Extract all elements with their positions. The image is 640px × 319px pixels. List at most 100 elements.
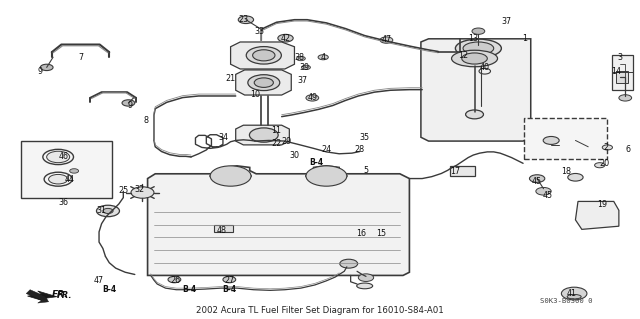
Text: 9: 9	[127, 101, 132, 110]
Text: 48: 48	[217, 226, 227, 234]
Polygon shape	[230, 42, 294, 69]
Text: 30: 30	[289, 151, 300, 160]
Polygon shape	[236, 125, 289, 145]
Text: 5: 5	[364, 167, 369, 175]
Circle shape	[619, 95, 632, 101]
Text: 6: 6	[625, 145, 630, 154]
Text: 18: 18	[561, 167, 572, 176]
Text: 47: 47	[94, 276, 104, 285]
Ellipse shape	[253, 50, 275, 61]
Circle shape	[70, 169, 79, 173]
Text: 39: 39	[300, 63, 310, 72]
Text: 25: 25	[118, 186, 129, 195]
Text: 26: 26	[171, 276, 180, 285]
Circle shape	[238, 16, 253, 24]
Text: 35: 35	[360, 133, 370, 142]
Text: 14: 14	[611, 67, 621, 76]
Polygon shape	[28, 291, 57, 302]
Bar	[616, 70, 628, 83]
Text: 45: 45	[542, 190, 552, 200]
Ellipse shape	[463, 42, 493, 55]
Circle shape	[103, 208, 113, 213]
Text: FR.: FR.	[52, 290, 68, 299]
Ellipse shape	[254, 78, 273, 87]
Ellipse shape	[466, 110, 483, 119]
Circle shape	[306, 95, 319, 101]
Circle shape	[380, 37, 393, 43]
Text: 42: 42	[280, 34, 291, 43]
Text: 9: 9	[38, 67, 43, 76]
Text: 19: 19	[597, 200, 607, 209]
Ellipse shape	[456, 39, 501, 57]
Text: B-4: B-4	[222, 285, 236, 293]
Text: 10: 10	[250, 90, 260, 99]
Text: 13: 13	[468, 34, 478, 43]
Text: 2002 Acura TL Fuel Filter Set Diagram for 16010-S84-A01: 2002 Acura TL Fuel Filter Set Diagram fo…	[196, 306, 444, 315]
Text: 41: 41	[566, 289, 577, 298]
Ellipse shape	[246, 47, 282, 64]
Text: 29: 29	[282, 137, 292, 145]
Polygon shape	[26, 290, 49, 303]
Text: 40: 40	[480, 63, 490, 72]
Text: 12: 12	[458, 51, 468, 60]
Text: 44: 44	[65, 175, 75, 184]
Circle shape	[168, 276, 180, 283]
Text: 15: 15	[376, 229, 387, 238]
Circle shape	[301, 65, 310, 70]
Text: 11: 11	[271, 126, 282, 135]
Text: 27: 27	[224, 276, 234, 285]
Circle shape	[536, 188, 551, 195]
Text: 45: 45	[532, 177, 542, 186]
Text: 24: 24	[321, 145, 332, 154]
Circle shape	[318, 55, 328, 60]
Ellipse shape	[452, 50, 497, 67]
Text: 8: 8	[144, 116, 148, 125]
Text: 47: 47	[381, 35, 392, 44]
Ellipse shape	[356, 283, 372, 289]
Text: S0K3-B0300 0: S0K3-B0300 0	[540, 298, 592, 303]
Text: 37: 37	[501, 17, 511, 26]
Bar	[451, 166, 474, 176]
Bar	[524, 118, 607, 159]
Ellipse shape	[210, 173, 252, 180]
Circle shape	[358, 274, 374, 281]
Text: 32: 32	[135, 185, 145, 194]
Circle shape	[122, 100, 135, 106]
Text: B-4: B-4	[102, 285, 116, 293]
Text: B-4: B-4	[309, 158, 323, 167]
Ellipse shape	[248, 75, 280, 91]
Polygon shape	[148, 166, 410, 275]
Text: 4: 4	[321, 53, 326, 62]
Circle shape	[561, 287, 587, 300]
Circle shape	[40, 64, 53, 70]
Text: 2: 2	[604, 143, 609, 152]
Circle shape	[529, 175, 545, 182]
Text: 22: 22	[271, 139, 282, 148]
Polygon shape	[575, 201, 619, 229]
Bar	[21, 141, 112, 197]
Text: 23: 23	[238, 15, 248, 24]
Text: 28: 28	[355, 145, 365, 154]
Ellipse shape	[595, 163, 605, 168]
Circle shape	[210, 166, 251, 186]
Ellipse shape	[49, 174, 68, 184]
Ellipse shape	[462, 53, 487, 64]
Ellipse shape	[602, 145, 612, 150]
Circle shape	[472, 28, 484, 34]
Text: 37: 37	[297, 76, 307, 85]
Text: 17: 17	[451, 167, 460, 176]
Bar	[214, 225, 233, 232]
Polygon shape	[421, 39, 531, 141]
Text: 20: 20	[600, 160, 610, 168]
Text: 16: 16	[356, 229, 366, 238]
Polygon shape	[612, 55, 633, 90]
Text: 33: 33	[254, 27, 264, 36]
Ellipse shape	[568, 174, 583, 181]
Ellipse shape	[567, 294, 581, 299]
Circle shape	[97, 205, 120, 217]
Text: 34: 34	[218, 133, 228, 142]
Text: B-4: B-4	[182, 285, 196, 293]
Text: 36: 36	[58, 197, 68, 207]
Text: 31: 31	[97, 206, 107, 215]
Ellipse shape	[47, 151, 70, 163]
